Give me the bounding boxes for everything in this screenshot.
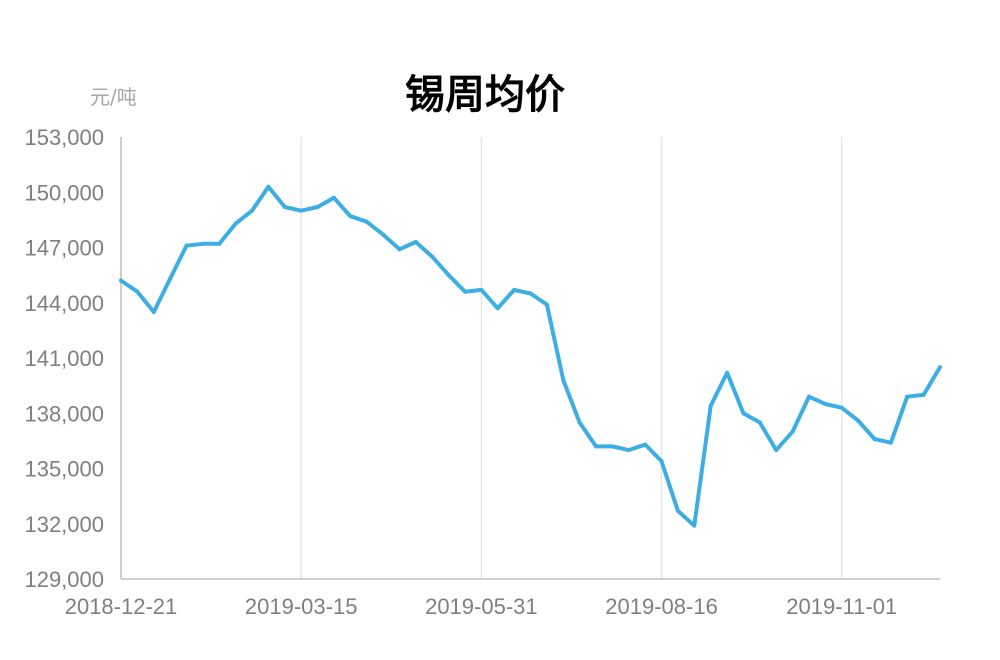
data-point (561, 378, 565, 382)
data-point (430, 255, 434, 259)
y-tick-label: 153,000 (24, 125, 104, 150)
series-layer (119, 185, 942, 528)
data-point (152, 310, 156, 314)
data-point (119, 279, 123, 283)
data-point (856, 419, 860, 423)
y-axis-ticks: 153,000 150,000 147,000 144,000 141,000 138,0… (24, 125, 104, 592)
data-point (610, 444, 614, 448)
x-tick-label: 2018-12-21 (65, 594, 178, 619)
data-point (250, 209, 254, 213)
data-point (643, 443, 647, 447)
data-point (496, 306, 500, 310)
data-point (283, 205, 287, 209)
data-point (823, 402, 827, 406)
data-point (447, 273, 451, 277)
data-point (807, 395, 811, 399)
data-point (840, 406, 844, 410)
data-point (168, 277, 172, 281)
data-point (381, 233, 385, 237)
data-point (348, 214, 352, 218)
y-tick-label: 141,000 (24, 346, 104, 371)
data-point (774, 448, 778, 452)
data-point (365, 220, 369, 224)
chart-title: 锡周均价 (405, 72, 565, 118)
data-point (938, 365, 942, 369)
x-tick-label: 2019-05-31 (425, 594, 538, 619)
data-point (741, 411, 745, 415)
y-tick-label: 129,000 (24, 567, 104, 592)
data-point (316, 205, 320, 209)
y-tick-label: 135,000 (24, 457, 104, 482)
data-point (135, 290, 139, 294)
series-line (121, 187, 940, 526)
data-point (299, 209, 303, 213)
data-point (234, 222, 238, 226)
data-point (185, 244, 189, 248)
axis-layer (121, 137, 940, 579)
data-point (791, 430, 795, 434)
data-point (217, 242, 221, 246)
data-point (660, 459, 664, 463)
data-point (463, 290, 467, 294)
y-tick-label: 150,000 (24, 180, 104, 205)
data-point (709, 404, 713, 408)
data-point (266, 185, 270, 189)
data-point (905, 395, 909, 399)
x-tick-label: 2019-11-01 (786, 594, 897, 619)
data-point (872, 437, 876, 441)
x-tick-label: 2019-03-15 (245, 594, 358, 619)
data-point (529, 292, 533, 296)
y-tick-label: 138,000 (24, 401, 104, 426)
x-axis-ticks: 2018-12-21 2019-03-15 2019-05-31 2019-08-16… (65, 594, 897, 619)
data-point (594, 444, 598, 448)
data-point (578, 420, 582, 424)
data-point (512, 288, 516, 292)
data-point (201, 242, 205, 246)
grid-layer (301, 137, 842, 579)
data-point (479, 288, 483, 292)
y-tick-label: 147,000 (24, 236, 104, 261)
data-point (692, 524, 696, 528)
y-tick-label: 144,000 (24, 291, 104, 316)
data-point (725, 371, 729, 375)
x-tick-label: 2019-08-16 (605, 594, 718, 619)
data-point (397, 247, 401, 251)
data-point (758, 420, 762, 424)
data-point (332, 196, 336, 200)
data-point (545, 303, 549, 307)
y-tick-label: 132,000 (24, 512, 104, 537)
data-point (627, 448, 631, 452)
y-axis-unit-label: 元/吨 (90, 85, 137, 109)
data-point (889, 441, 893, 445)
data-point (922, 393, 926, 397)
data-point (676, 509, 680, 513)
data-point (414, 240, 418, 244)
